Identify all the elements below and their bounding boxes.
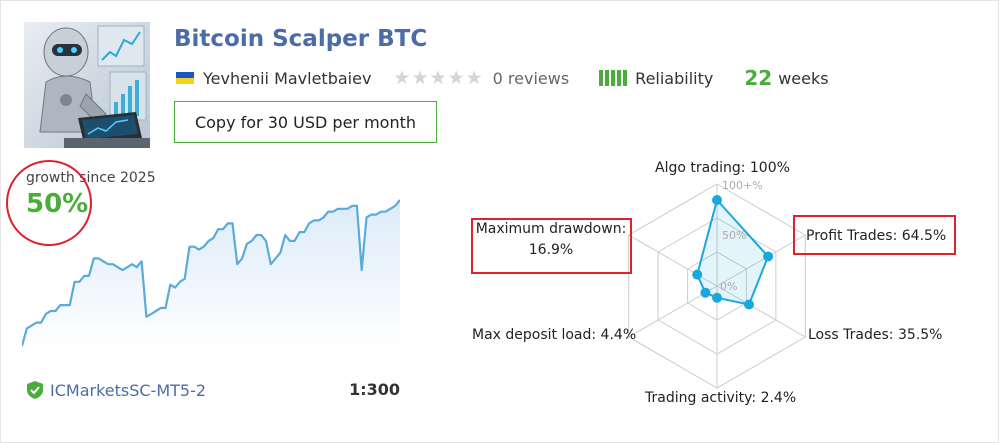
broker-name-link[interactable]: ICMarketsSC-MT5-2: [50, 380, 207, 400]
signal-title[interactable]: Bitcoin Scalper BTC: [174, 26, 428, 52]
radar-point-maximum-drawdown: [692, 269, 703, 280]
radar-point-profit-trades: [763, 251, 774, 262]
drawdown-highlight-box: [471, 218, 632, 274]
radar-spoke: [716, 234, 806, 287]
profit-trades-highlight-box: [793, 215, 956, 255]
rating-stars: ★ ★ ★ ★ ★: [393, 66, 483, 89]
signal-meta-row: Yevhenii Mavletbaiev ★ ★ ★ ★ ★ 0 reviews…: [176, 66, 829, 90]
reliability-bars-icon: [599, 70, 629, 86]
radar-tick-0: 0%: [720, 280, 737, 293]
author-name[interactable]: Yevhenii Mavletbaiev: [203, 68, 372, 88]
weeks-count: 22: [744, 66, 773, 90]
radar-spoke: [628, 234, 718, 287]
radar-label-profit-trades: Profit Trades: 64.5%: [806, 228, 947, 244]
radar-label-trading-activity: Trading activity: 2.4%: [645, 390, 797, 406]
radar-tick-100: 100+%: [722, 179, 763, 192]
star-icon: ★: [465, 66, 483, 89]
radar-label-max-drawdown: Maximum drawdown: 16.9%: [472, 219, 630, 261]
star-icon: ★: [411, 66, 429, 89]
growth-area: [22, 200, 400, 350]
radar-point-max-deposit-load: [700, 287, 711, 298]
growth-chart: [22, 199, 400, 350]
growth-line: [22, 199, 400, 347]
radar-label-max-deposit-load: Max deposit load: 4.4%: [472, 327, 637, 343]
star-icon: ★: [393, 66, 411, 89]
ukraine-flag-icon: [176, 72, 194, 84]
radar-chart: 100+% 50% 0%: [628, 179, 806, 389]
broker-info: ICMarketsSC-MT5-2: [26, 380, 206, 400]
max-drawdown-value: 16.9%: [528, 242, 574, 258]
max-drawdown-label: Maximum drawdown:: [475, 221, 627, 237]
radar-point-trading-activity: [712, 292, 722, 303]
reviews-link[interactable]: 0 reviews: [492, 68, 570, 88]
star-icon: ★: [429, 66, 447, 89]
radar-points: [692, 195, 774, 310]
reliability-label: Reliability: [635, 68, 714, 88]
radar-spoke: [716, 285, 806, 338]
star-icon: ★: [447, 66, 465, 89]
radar-point-algo-trading: [712, 195, 722, 205]
growth-highlight-circle: [6, 160, 92, 246]
shield-check-icon: [27, 381, 43, 399]
radar-label-loss-trades: Loss Trades: 35.5%: [808, 327, 943, 343]
radar-label-algo-trading: Algo trading: 100%: [655, 160, 790, 176]
weeks-label: weeks: [778, 68, 829, 88]
copy-subscription-button[interactable]: Copy for 30 USD per month: [174, 101, 437, 143]
radar-tick-50: 50%: [722, 229, 746, 242]
signal-avatar[interactable]: [24, 22, 150, 148]
radar-point-loss-trades: [744, 299, 754, 310]
leverage-value: 1:300: [349, 380, 400, 399]
